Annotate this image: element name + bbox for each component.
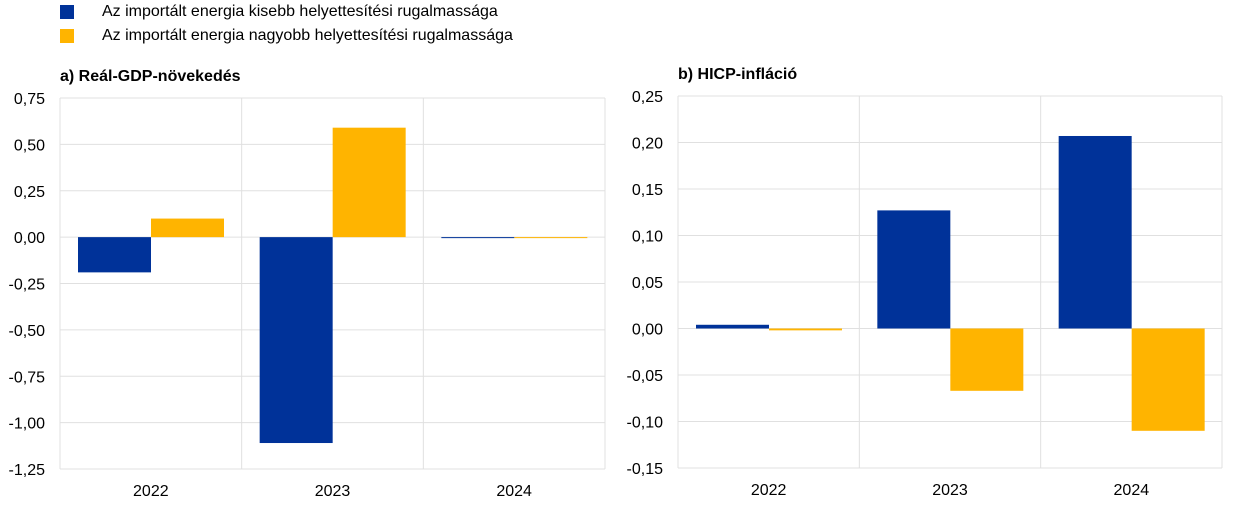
y-tick-label: 0,20 [632,136,663,153]
bar-2024-series-1 [441,237,515,239]
y-tick-label: 0,10 [632,229,663,246]
y-tick-label: 0,25 [632,89,663,106]
bar-2023-series-2 [950,328,1024,391]
bar-2023-series-2 [332,127,406,238]
y-tick-label: 0,75 [14,91,45,108]
legend-item-higher: Az importált energia nagyobb helyettesít… [60,24,513,48]
bar-2022-series-1 [78,237,151,273]
x-tick-label: 2022 [751,482,787,499]
bar-2024-series-1 [1058,135,1132,329]
x-tick-label: 2022 [133,483,169,500]
y-tick-label: -0,10 [627,415,664,432]
x-tick-label: 2023 [315,483,351,500]
y-tick-label: 0,00 [14,230,45,247]
chart-title: b) HICP-infláció [678,66,797,83]
legend-label: Az importált energia kisebb helyettesíté… [102,3,498,20]
y-tick-label: -1,25 [9,462,46,479]
y-tick-label: -0,15 [627,461,664,478]
y-tick-label: 0,15 [632,182,663,199]
y-tick-label: -0,05 [627,368,664,385]
x-tick-label: 2024 [1114,482,1150,499]
bar-2024-series-2 [1131,328,1205,431]
x-tick-label: 2023 [932,482,968,499]
legend-label: Az importált energia nagyobb helyettesít… [102,27,513,44]
chart-title: a) Reál-GDP-növekedés [60,68,241,85]
y-tick-label: 0,05 [632,275,663,292]
legend-swatch [60,5,74,19]
bar-2022-series-2 [151,218,224,238]
bar-2024-series-2 [514,237,588,239]
y-tick-label: -0,25 [9,277,46,294]
legend-item-lower: Az importált energia kisebb helyettesíté… [60,0,513,24]
legend: Az importált energia kisebb helyettesíté… [60,0,513,48]
y-tick-label: 0,50 [14,137,45,154]
bar-2023-series-1 [877,210,951,329]
y-tick-label: -1,00 [9,416,46,433]
x-tick-label: 2024 [496,483,532,500]
y-tick-label: -0,50 [9,323,46,340]
legend-swatch [60,29,74,43]
bar-2023-series-1 [259,237,333,444]
bar-2022-series-1 [696,324,769,329]
y-tick-label: 0,00 [632,322,663,339]
y-tick-label: -0,75 [9,369,46,386]
bar-2022-series-2 [769,328,842,331]
y-tick-label: 0,25 [14,184,45,201]
